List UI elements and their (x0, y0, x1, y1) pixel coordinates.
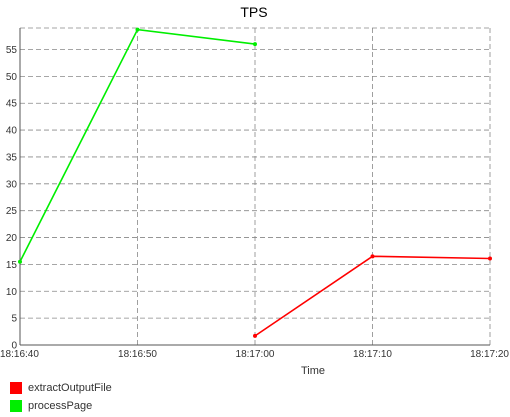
y-tick-labels: 0 5 10 15 20 25 30 35 40 45 50 55 (6, 45, 18, 352)
x-axis-label: Time (301, 365, 325, 375)
x-tick-label: 18:16:50 (118, 349, 157, 360)
y-tick-label: 0 (11, 341, 17, 352)
data-point-processPage (253, 42, 257, 47)
data-point-processPage (18, 259, 22, 264)
legend-swatch-processPage (10, 400, 22, 412)
y-tick-label: 40 (6, 126, 18, 137)
legend-swatch-extractOutputFile (10, 382, 22, 394)
axes (19, 28, 490, 346)
y-tick-label: 20 (6, 233, 18, 244)
x-tick-label: 18:17:00 (236, 349, 275, 360)
legend-item-extractOutputFile: extractOutputFile (10, 379, 112, 397)
data-point-processPage (135, 27, 140, 32)
y-tick-label: 15 (6, 260, 18, 271)
legend-label-processPage: processPage (28, 400, 93, 412)
y-tick-label: 5 (11, 314, 17, 325)
grid (20, 27, 491, 345)
y-tick-label: 45 (6, 99, 18, 110)
y-tick-label: 55 (6, 45, 18, 56)
legend-item-processPage: processPage (10, 397, 112, 415)
x-tick-labels: 18:16:40 18:16:50 18:17:00 18:17:10 18:17:20 (0, 349, 509, 360)
legend-label-extractOutputFile: extractOutputFile (28, 382, 112, 394)
x-tick-label: 18:17:20 (470, 349, 509, 360)
x-tick-label: 18:17:10 (353, 349, 392, 360)
y-tick-label: 50 (6, 72, 18, 83)
legend: extractOutputFile processPage (10, 379, 112, 415)
series-lines (18, 27, 492, 338)
x-tick-label: 18:16:40 (0, 349, 39, 360)
data-point-extractOutputFile (488, 256, 492, 261)
y-tick-label: 25 (6, 206, 18, 217)
y-tick-label: 10 (6, 287, 18, 298)
y-tick-label: 35 (6, 152, 18, 163)
data-point-extractOutputFile (370, 254, 375, 259)
y-tick-label: 30 (6, 179, 18, 190)
chart-title: TPS (240, 4, 267, 20)
data-point-extractOutputFile (253, 333, 257, 338)
